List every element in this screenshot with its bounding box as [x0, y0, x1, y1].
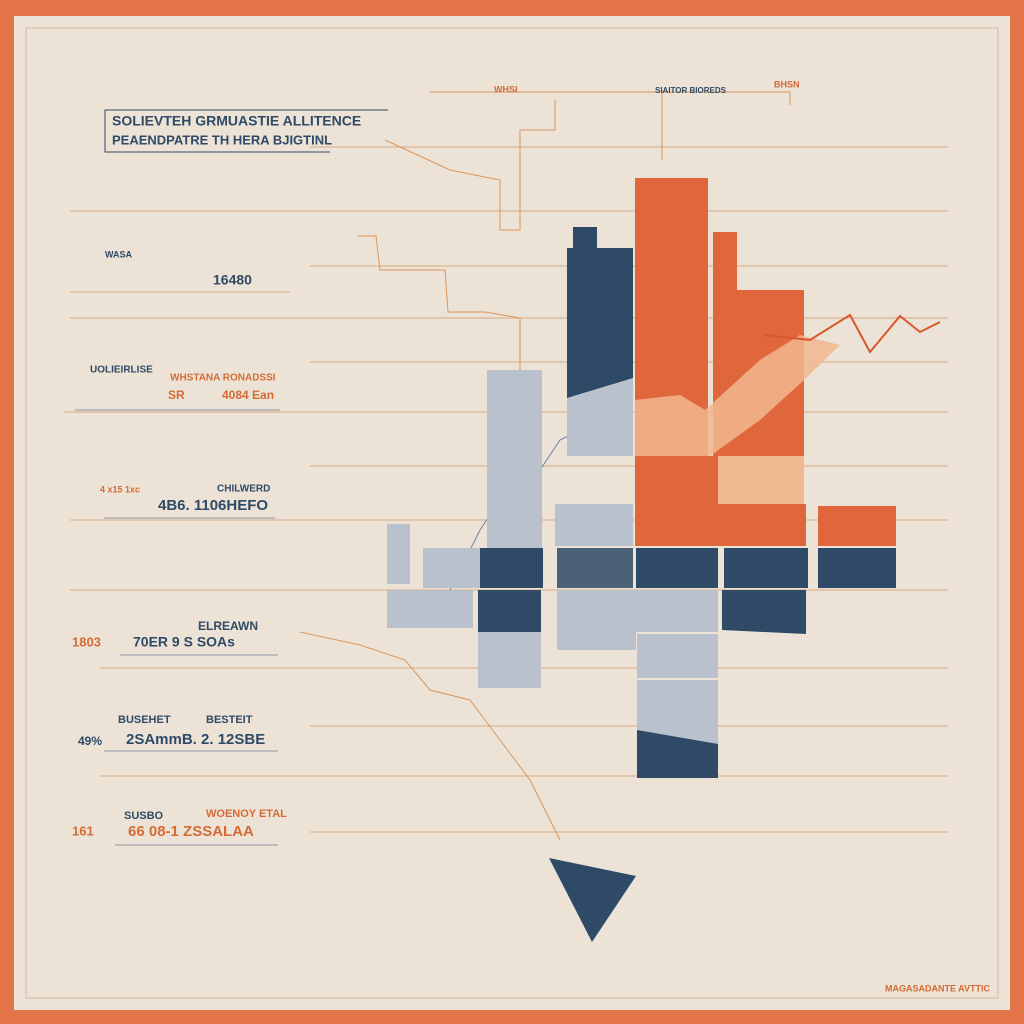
note-label: 4 x15 1xc	[100, 484, 140, 494]
block	[480, 548, 543, 588]
block	[567, 248, 633, 398]
block	[718, 456, 804, 504]
block	[636, 548, 718, 588]
title: SOLIEVTEH GRMUASTIE ALLITENCE	[112, 113, 361, 129]
block	[635, 456, 718, 504]
block	[423, 548, 480, 588]
title-bracket	[104, 109, 388, 153]
block	[573, 227, 597, 252]
block	[818, 506, 896, 546]
note-side: ELREAWN	[198, 619, 258, 633]
trace	[430, 91, 791, 105]
trace	[384, 100, 556, 231]
note-value: 70ER 9 S SOAs	[133, 634, 235, 650]
subtitle: PEAENDPATRE TH HERA BJIGTINL	[112, 132, 332, 147]
block	[713, 232, 737, 292]
trace	[299, 631, 561, 841]
block	[557, 590, 636, 650]
note-value: 4084 Ean	[222, 388, 274, 402]
top-label: WHSI	[494, 84, 518, 94]
note-code: 161	[72, 823, 94, 838]
block	[637, 730, 718, 778]
block	[722, 590, 806, 634]
inner-border	[25, 27, 999, 999]
footer: MAGASADANTE AVTTIC	[885, 983, 990, 993]
side-notes: WASA 16480 UOLIEIRLISE WHSTANA RONADSSI …	[72, 249, 287, 846]
blocks	[387, 178, 941, 942]
note-code: 49%	[78, 734, 102, 748]
note-label: SUSBO	[124, 810, 164, 822]
note-label: BUSEHET	[118, 714, 171, 726]
triangle	[549, 858, 636, 942]
block	[387, 524, 410, 584]
block	[557, 548, 633, 588]
top-label: BHSN	[774, 79, 800, 89]
block	[635, 504, 806, 546]
note-side: BESTEIT	[206, 714, 253, 726]
block	[818, 548, 896, 588]
block	[724, 548, 808, 588]
note-code: SR	[168, 388, 185, 402]
note-value: 16480	[213, 272, 252, 288]
block	[637, 634, 718, 678]
block	[478, 632, 541, 688]
note-label: WASA	[105, 249, 133, 259]
block	[387, 590, 473, 628]
note-side: CHILWERD	[217, 484, 270, 495]
block	[555, 504, 633, 546]
note-side: WHSTANA RONADSSI	[170, 373, 276, 384]
block	[636, 590, 718, 632]
note-value: 66 08-1 ZSSALAA	[128, 823, 254, 840]
note-side: WOENOY ETAL	[206, 808, 287, 820]
area	[635, 335, 840, 456]
note-label: UOLIEIRLISE	[90, 365, 153, 376]
note-value: 4B6. 1106HEFO	[158, 497, 268, 514]
title-box: SOLIEVTEH GRMUASTIE ALLITENCE PEAENDPATR…	[104, 109, 388, 153]
trend	[764, 313, 941, 354]
block	[478, 590, 541, 632]
note-value: 2SAmmB. 2. 12SBE	[126, 731, 265, 748]
trace	[358, 235, 521, 388]
top-label: SIAITOR BIOREDS	[655, 86, 727, 95]
note-label: 1803	[72, 634, 101, 649]
block	[487, 370, 542, 548]
block	[567, 378, 633, 456]
